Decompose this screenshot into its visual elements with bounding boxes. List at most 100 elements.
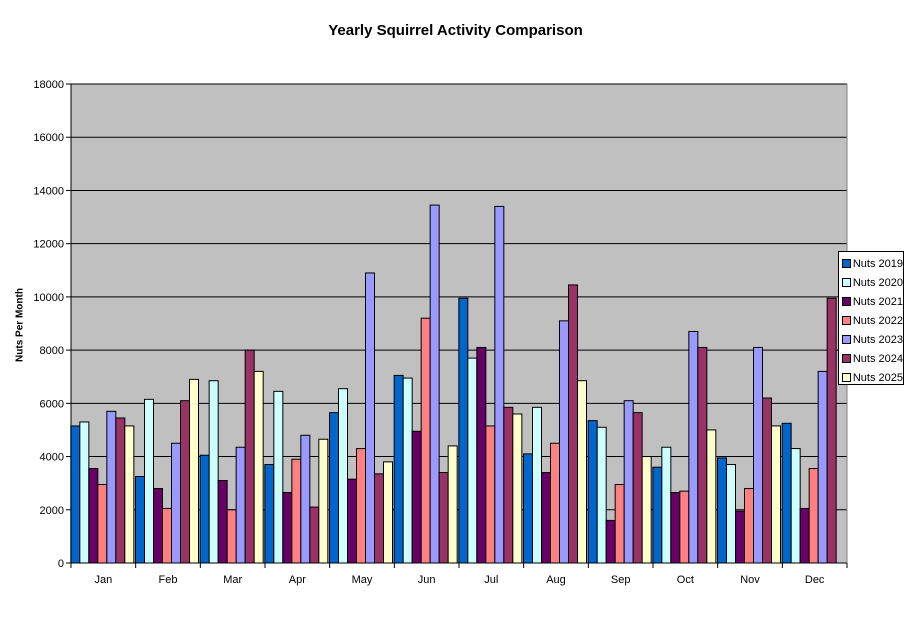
bar — [523, 453, 533, 564]
bar — [717, 457, 727, 564]
bar — [97, 483, 108, 564]
bar — [144, 398, 154, 564]
bar — [438, 472, 449, 564]
legend-swatch-icon — [842, 297, 851, 306]
x-tick-label: Oct — [677, 574, 694, 586]
legend-item: Nuts 2025 — [841, 368, 903, 387]
bar — [88, 468, 99, 564]
bar — [420, 317, 431, 564]
bar — [199, 454, 210, 564]
legend-item: Nuts 2019 — [841, 254, 903, 273]
bar — [347, 478, 357, 564]
bar — [309, 506, 320, 564]
bar — [70, 425, 81, 564]
bar — [503, 406, 514, 564]
bar — [632, 412, 643, 564]
y-tick-label: 18000 — [33, 79, 64, 91]
chart-title: Yearly Squirrel Activity Comparison — [328, 22, 583, 39]
bar — [623, 400, 634, 564]
bar — [559, 320, 569, 564]
bar — [282, 491, 293, 564]
bar — [338, 388, 348, 564]
legend-swatch-icon — [842, 259, 851, 268]
legend-label: Nuts 2020 — [852, 276, 903, 289]
bar — [135, 476, 145, 564]
x-tick-label: May — [352, 574, 373, 586]
legend-label: Nuts 2021 — [852, 295, 903, 308]
bar — [661, 446, 672, 564]
bar — [652, 466, 663, 564]
bar — [318, 438, 329, 564]
x-tick-label: Dec — [805, 574, 825, 586]
bar — [817, 370, 828, 564]
bar — [799, 507, 810, 564]
bar — [706, 429, 717, 564]
y-tick-label: 6000 — [40, 398, 64, 410]
bar — [808, 468, 819, 564]
bar — [532, 406, 542, 564]
bar — [670, 491, 681, 564]
x-tick-label: Mar — [223, 574, 242, 586]
y-tick-label: 2000 — [40, 505, 64, 517]
bar — [300, 434, 311, 564]
bar — [264, 464, 275, 564]
bar — [208, 380, 219, 564]
bar — [467, 357, 478, 564]
legend-swatch-icon — [842, 278, 851, 287]
legend-swatch-icon — [842, 373, 851, 382]
legend-item: Nuts 2021 — [841, 292, 903, 311]
bar — [771, 425, 781, 564]
bar — [106, 410, 117, 564]
bar — [726, 464, 736, 564]
bar — [291, 458, 302, 564]
bar — [781, 422, 792, 564]
bar — [485, 425, 496, 564]
x-tick-label: Jun — [418, 574, 436, 586]
bar — [383, 461, 393, 564]
legend-item: Nuts 2022 — [841, 311, 903, 330]
legend-label: Nuts 2024 — [852, 352, 903, 365]
x-tick-label: Nov — [740, 574, 760, 586]
x-tick-label: Apr — [289, 574, 306, 586]
bar — [790, 448, 801, 564]
bar — [189, 378, 199, 564]
legend-swatch-icon — [842, 335, 851, 344]
bar — [494, 205, 505, 564]
y-tick-label: 4000 — [40, 452, 64, 464]
bar — [153, 487, 163, 564]
bar — [273, 390, 284, 564]
bar — [605, 519, 616, 564]
y-tick-label: 8000 — [40, 345, 64, 357]
bar — [826, 297, 837, 564]
bar — [762, 397, 772, 564]
bar — [744, 487, 754, 564]
y-tick-label: 12000 — [33, 239, 64, 251]
bar — [735, 510, 745, 564]
legend-swatch-icon — [842, 316, 851, 325]
bar — [162, 507, 172, 564]
y-tick-label: 10000 — [33, 292, 64, 304]
legend-label: Nuts 2022 — [852, 314, 903, 327]
bar — [171, 442, 181, 564]
legend-item: Nuts 2023 — [841, 330, 903, 349]
bar — [568, 284, 578, 564]
bar — [365, 272, 375, 564]
bar — [393, 374, 404, 564]
legend-swatch-icon — [842, 354, 851, 363]
y-tick-label: 0 — [58, 558, 64, 570]
x-tick-label: Aug — [546, 574, 566, 586]
bar — [679, 490, 690, 564]
legend: Nuts 2019 Nuts 2020 Nuts 2021 Nuts 2022 Nuts… — [838, 251, 904, 385]
bar — [753, 346, 763, 564]
bar — [180, 400, 190, 564]
bar — [512, 413, 523, 564]
bar — [550, 442, 560, 564]
bar — [587, 420, 598, 564]
bar — [641, 456, 652, 564]
bar — [402, 377, 413, 564]
bar — [614, 483, 625, 564]
x-tick-label: Feb — [159, 574, 178, 586]
bar — [541, 472, 551, 564]
legend-item: Nuts 2024 — [841, 349, 903, 368]
